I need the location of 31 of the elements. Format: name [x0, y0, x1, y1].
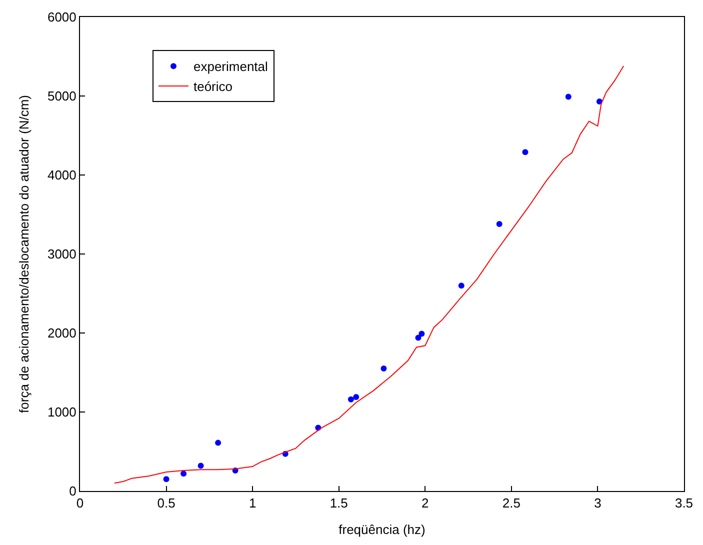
x-tick-label: 2 [422, 496, 429, 511]
point [458, 282, 464, 289]
x-tick-label: 3 [594, 496, 602, 511]
point [415, 334, 422, 341]
y-tick-label: 1000 [47, 404, 76, 420]
x-tick-label: 1 [248, 496, 256, 511]
x-axis-title: freqüência (hz) [338, 522, 426, 538]
x-tick-label: 0.5 [157, 496, 176, 511]
legend-label: experimental [193, 59, 268, 74]
y-tick-label: 4000 [47, 168, 76, 183]
x-tick-label: 2.5 [502, 496, 520, 511]
legend-label: teórico [193, 79, 233, 94]
y-tick-label: 0 [69, 484, 76, 499]
y-tick-label: 3000 [47, 246, 76, 262]
x-tick-label: 1.5 [330, 496, 348, 511]
y-axis-title: força de acionamento/deslocamento do atuador (N/cm) [16, 95, 32, 413]
point [180, 470, 187, 477]
point [353, 394, 360, 400]
point [496, 220, 502, 227]
x-tick-label: 3.5 [674, 496, 694, 511]
y-tick-label: 6000 [47, 10, 76, 25]
y-tick-label: 5000 [47, 88, 76, 104]
point [215, 440, 222, 446]
point [380, 366, 387, 372]
point [163, 476, 170, 482]
point [522, 149, 528, 156]
y-tick-label: 2000 [47, 326, 76, 341]
point [198, 462, 204, 469]
point [418, 330, 425, 337]
point [348, 396, 354, 402]
point [565, 94, 572, 100]
